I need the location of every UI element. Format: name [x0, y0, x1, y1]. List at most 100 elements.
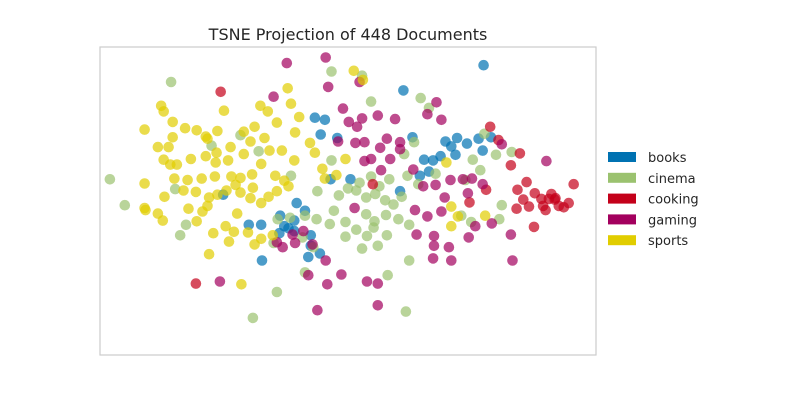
- gaming-point: [422, 108, 433, 120]
- sports-point: [235, 187, 246, 198]
- sports-point: [228, 226, 240, 238]
- books-point: [314, 248, 326, 259]
- sports-point: [263, 191, 274, 203]
- cinema-point: [380, 209, 392, 221]
- gaming-point: [422, 211, 433, 222]
- sports-point: [293, 111, 305, 123]
- gaming-point: [268, 91, 279, 102]
- cinema-point: [326, 66, 337, 77]
- cooking-point: [537, 200, 549, 212]
- cinema-point: [326, 155, 337, 166]
- cinema-point: [430, 168, 441, 179]
- sports-point: [223, 236, 235, 247]
- scatter-points: [104, 52, 579, 324]
- sports-point: [348, 65, 360, 77]
- cinema-point: [475, 164, 486, 176]
- sports-point: [220, 220, 231, 232]
- gaming-point: [289, 237, 301, 249]
- gaming-point: [457, 174, 469, 185]
- sports-point: [139, 124, 150, 135]
- cinema-point: [247, 312, 259, 324]
- gaming-point: [356, 113, 368, 124]
- sports-point: [191, 125, 202, 136]
- gaming-point: [428, 230, 440, 242]
- sports-point: [247, 182, 259, 193]
- books-point: [451, 132, 463, 144]
- sports-point: [267, 230, 279, 241]
- books-point: [315, 129, 327, 140]
- sports-point: [157, 215, 169, 226]
- sports-point: [212, 189, 223, 200]
- cinema-point: [384, 174, 395, 185]
- sports-point: [245, 192, 256, 204]
- gaming-point: [337, 103, 349, 114]
- cinema-point: [351, 224, 362, 235]
- gaming-point: [374, 142, 386, 154]
- sports-point: [283, 181, 294, 192]
- sports-point: [242, 227, 254, 238]
- cinema-point: [393, 213, 404, 225]
- gaming-point: [443, 241, 455, 253]
- gaming-point: [384, 153, 396, 165]
- sports-point: [271, 117, 283, 128]
- sports-point: [190, 186, 202, 198]
- legend-label-cinema: cinema: [648, 172, 696, 187]
- legend-label-cooking: cooking: [648, 193, 699, 208]
- gaming-point: [541, 155, 552, 167]
- gaming-point: [477, 178, 489, 190]
- sports-point: [452, 211, 464, 222]
- gaming-point: [298, 225, 309, 237]
- cinema-point: [382, 269, 394, 281]
- cooking-point: [568, 178, 579, 190]
- cooking-point: [521, 176, 532, 188]
- books-point: [414, 170, 426, 182]
- gaming-point: [381, 133, 393, 144]
- legend-swatch-cooking: [608, 193, 636, 204]
- sports-point: [255, 158, 267, 170]
- books-point: [461, 138, 473, 149]
- cinema-point: [253, 146, 264, 157]
- books-point: [477, 145, 489, 156]
- sports-point: [238, 126, 250, 137]
- cinema-point: [388, 199, 399, 210]
- sports-point: [285, 98, 297, 109]
- cinema-point: [340, 231, 351, 242]
- sports-point: [282, 83, 294, 94]
- cinema-point: [312, 185, 323, 197]
- sports-point: [262, 106, 274, 117]
- sports-point: [218, 105, 230, 116]
- gaming-point: [361, 276, 373, 287]
- chart-title: TSNE Projection of 448 Documents: [208, 25, 488, 44]
- sports-point: [340, 153, 351, 165]
- cooking-point: [215, 86, 226, 98]
- gaming-point: [496, 139, 508, 150]
- sports-point: [185, 153, 197, 165]
- cooking-point: [511, 203, 522, 214]
- cinema-point: [400, 306, 412, 317]
- legend-label-sports: sports: [648, 234, 688, 249]
- gaming-point: [322, 81, 334, 93]
- cooking-point: [464, 197, 475, 208]
- legend-swatch-gaming: [608, 214, 636, 225]
- books-point: [440, 136, 451, 147]
- cooking-point: [528, 221, 540, 233]
- legend-swatch-cinema: [608, 172, 636, 183]
- books-point: [291, 197, 303, 209]
- cinema-point: [340, 216, 351, 228]
- gaming-point: [343, 116, 355, 128]
- sports-point: [304, 137, 316, 149]
- sports-point: [183, 203, 194, 214]
- sports-point: [211, 147, 222, 158]
- books-point: [303, 251, 314, 263]
- cinema-point: [415, 92, 427, 104]
- gaming-point: [214, 276, 226, 287]
- sports-point: [276, 145, 288, 156]
- cinema-point: [284, 212, 296, 224]
- gaming-point: [431, 97, 442, 108]
- gaming-point: [462, 188, 474, 199]
- sports-point: [225, 141, 236, 153]
- cinema-point: [361, 230, 373, 242]
- sports-point: [236, 279, 247, 290]
- legend-swatch-books: [608, 152, 636, 162]
- sports-point: [155, 100, 167, 112]
